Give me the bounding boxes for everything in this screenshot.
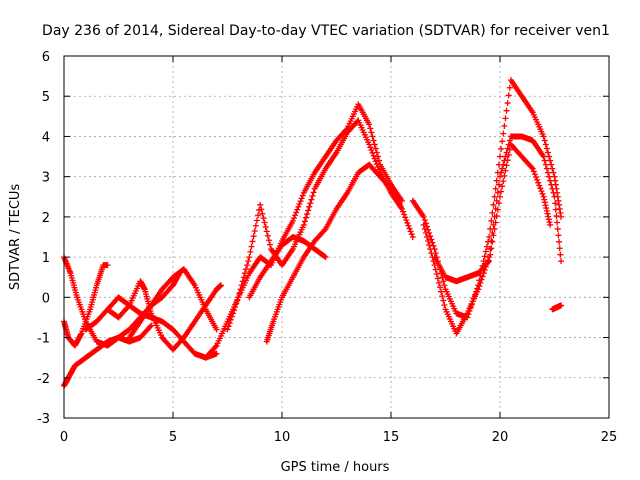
y-tick-label: -3	[37, 412, 50, 427]
data-point-markers	[409, 77, 565, 321]
series-s11	[409, 77, 565, 321]
data-point-markers	[126, 266, 220, 341]
x-tick-label: 25	[601, 430, 618, 445]
x-axis-label: GPS time / hours	[281, 460, 390, 475]
y-tick-label: 4	[42, 130, 50, 145]
y-tick-label: 0	[42, 291, 50, 306]
data-point-markers	[431, 141, 554, 285]
chart-title: Day 236 of 2014, Sidereal Day-to-day VTE…	[42, 23, 610, 39]
y-tick-label: 1	[42, 251, 50, 266]
series-s7	[202, 101, 405, 361]
y-axis-label: SDTVAR / TECUs	[8, 184, 23, 291]
data-point-markers	[202, 101, 405, 361]
x-tick-label: 15	[383, 430, 400, 445]
x-tick-label: 0	[60, 430, 68, 445]
x-tick-label: 10	[274, 430, 291, 445]
x-tick-label: 20	[492, 430, 509, 445]
y-tick-label: 2	[42, 211, 50, 226]
y-tick-label: 3	[42, 171, 50, 186]
x-tick-label: 5	[169, 430, 177, 445]
series-s14	[549, 302, 565, 313]
series-s6	[126, 266, 220, 341]
data-point-markers	[246, 234, 329, 301]
plot-frame	[63, 55, 610, 419]
data-point-markers	[549, 302, 565, 313]
y-tick-label: 6	[42, 50, 50, 65]
y-tick-label: 5	[42, 90, 50, 105]
series-s13	[431, 141, 554, 285]
series-s10	[246, 234, 329, 301]
data-layer	[61, 77, 565, 389]
data-point-markers	[104, 278, 224, 353]
y-tick-label: -2	[37, 372, 50, 387]
axes: 0 5 10 15 20 25 -3 -2 -1 0 1 2 3 4 5 6	[37, 50, 617, 445]
series-s5	[104, 278, 224, 353]
y-tick-label: -1	[37, 332, 50, 347]
